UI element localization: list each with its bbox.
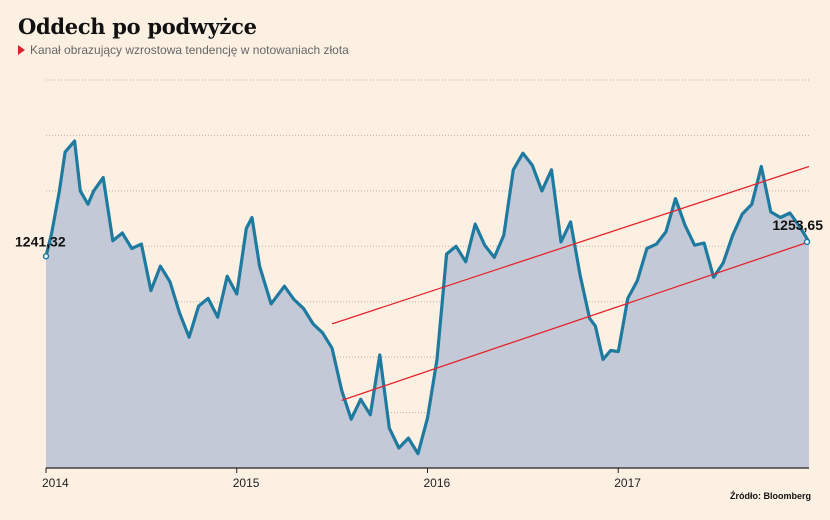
source-credit: Źródło: Bloomberg	[730, 491, 811, 501]
red-triangle-marker-icon	[18, 45, 25, 55]
start-value-label: 1241,32	[15, 233, 66, 249]
x-tick-label: 2015	[233, 476, 260, 490]
chart-title: Oddech po podwyżce	[18, 14, 257, 39]
x-axis-ticks: 2014 2015 2016 2017	[42, 468, 641, 490]
channel-upper-line	[331, 165, 810, 325]
start-point-marker	[42, 253, 50, 260]
x-tick-label: 2017	[614, 476, 641, 490]
x-tick-label: 2016	[424, 476, 451, 490]
channel-lower-line	[341, 241, 810, 401]
x-tick-label: 2014	[42, 476, 69, 490]
price-area	[46, 141, 809, 468]
end-point-marker	[803, 238, 811, 246]
chart-subtitle-text: Kanał obrazujący wzrostowa tendencję w n…	[30, 43, 349, 57]
price-line	[44, 139, 811, 456]
end-value-label: 1253,65	[772, 217, 823, 233]
chart-subtitle: Kanał obrazujący wzrostowa tendencję w n…	[18, 43, 349, 57]
